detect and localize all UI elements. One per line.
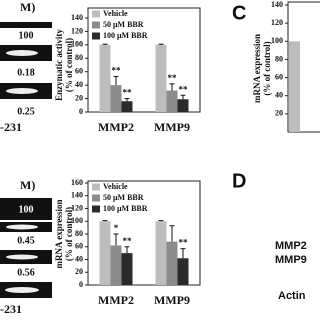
bar [110,245,122,285]
gel-ratio: 100 [19,204,34,215]
gel-ratio: 0.56 [17,267,35,278]
legend-swatch [92,32,100,40]
y-tick-label: 20 [75,93,83,102]
bar [289,41,300,132]
y-tick-label: 120 [71,26,83,35]
y-axis-label: mRNA expression [54,199,64,268]
y-tick-label: 40 [75,254,83,263]
gel-strip [0,22,52,28]
y-tick-label: 20 [75,267,83,276]
bar [110,85,122,112]
gel-band [6,224,38,230]
y-tick-label: 140 [271,0,283,9]
gel-ratio: 100 [19,30,34,41]
gel-header: M) [20,178,35,192]
gel-ratio: 0.18 [17,67,35,78]
gel-band [6,88,38,94]
y-tick-label: 40 [75,80,83,89]
gel [0,198,52,220]
significance: ** [112,65,122,75]
panel-label: D [232,170,246,192]
x-tick-label: MMP9 [154,293,190,307]
plot-frame [287,1,320,133]
bar [121,101,133,112]
y-tick-label: 80 [75,53,83,62]
y-axis-label: Enzymatic activity [54,29,64,101]
legend-label: Vehicle [103,182,128,191]
y-axis-label: mRNA expression [252,34,262,103]
bar [177,99,189,112]
y-tick-label: 20 [275,109,283,118]
bar [155,44,167,112]
significance: ** [179,84,189,94]
bar [177,258,189,285]
significance: ** [168,73,178,83]
cell-line: -231 [0,302,22,316]
legend-label: 100 μM BBR [103,204,148,213]
y-tick-label: 100 [71,216,83,225]
row-label: MMP2 [275,240,307,252]
y-tick-label: 100 [71,40,83,49]
row-label: MMP9 [275,254,307,266]
legend-swatch [92,205,100,213]
y-tick-label: 0 [79,107,83,116]
significance: ** [179,238,189,248]
gel-header: M) [20,0,35,14]
y-tick-label: 80 [275,54,283,63]
y-tick-label: 120 [71,203,83,212]
legend-label: 100 μM BBR [103,31,148,40]
gel-ratio: 0.25 [17,106,35,117]
y-tick-label: 60 [75,242,83,251]
y-tick-label: 80 [75,229,83,238]
y-tick-label: 140 [71,191,83,200]
significance: * [114,223,119,233]
row-label: Actin [278,290,306,302]
plot-frame [87,180,201,286]
bar [99,221,111,285]
x-tick-label: MMP9 [154,120,190,134]
cell-line: -231 [0,120,22,134]
bar [166,241,178,285]
bar [121,253,133,285]
bar [155,221,167,285]
legend-swatch [92,194,100,202]
y-axis-label: (% of control) [262,41,272,95]
legend-swatch [92,183,100,191]
panel-label: C [232,2,246,24]
y-tick-label: 60 [275,72,283,81]
legend-swatch [92,21,100,29]
x-tick-label: MMP2 [98,293,134,307]
y-tick-label: 0 [79,280,83,289]
legend-label: 50 μM BBR [103,193,144,202]
significance: ** [123,236,133,246]
y-axis-label: (% of control) [64,38,74,92]
bar [99,44,111,112]
y-tick-label: 60 [75,67,83,76]
gel-band [6,254,38,260]
legend-swatch [92,10,100,18]
gel-band [5,287,39,293]
y-tick-label: 120 [271,18,283,27]
y-tick-label: 160 [71,178,83,187]
y-axis-label: (% of control) [64,207,74,261]
gel-ratio: 0.45 [17,235,35,246]
plot-frame [87,7,201,113]
y-tick-label: 40 [275,91,283,100]
bar [166,90,178,112]
significance: ** [123,88,133,98]
legend-label: Vehicle [103,9,128,18]
x-tick-label: MMP2 [98,120,134,134]
legend-label: 50 μM BBR [103,20,144,29]
gel-band [6,50,38,56]
y-tick-label: 140 [71,13,83,22]
y-tick-label: 100 [271,36,283,45]
